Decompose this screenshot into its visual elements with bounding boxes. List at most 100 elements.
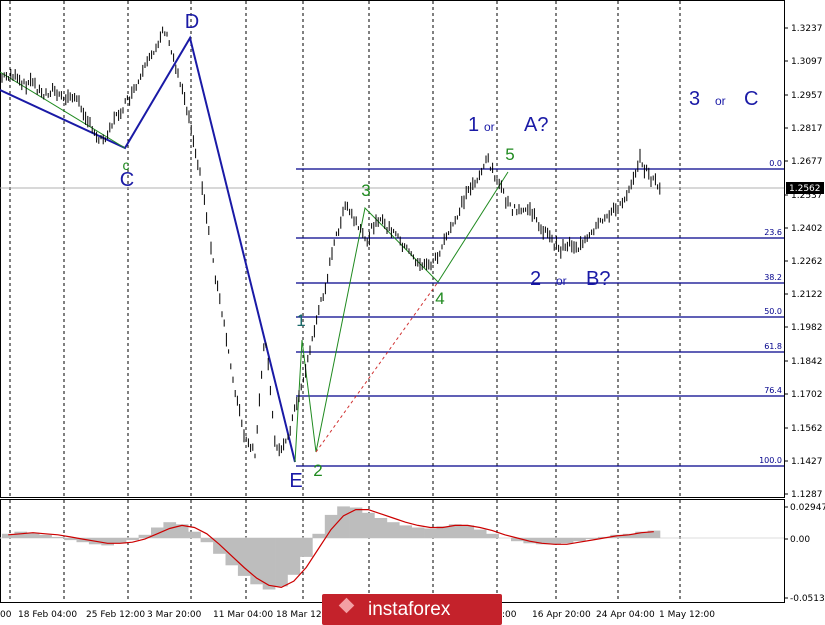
oscillator-axis: 0.02947 0.00 -0.05133 [784,503,825,604]
osc-tick-label: 0.02947 [790,503,825,513]
scenario-3-alt: C [744,88,758,110]
osc-bar [386,522,400,538]
osc-bar [138,534,152,538]
osc-tick-label: -0.05133 [790,594,825,604]
wave-line-blue [0,35,296,463]
logo-background [322,594,502,625]
price-tick-label: 1.2402 [791,224,823,234]
price-tick-label: 1.1287 [791,490,823,500]
wave-lines [0,35,509,463]
osc-bar [275,538,288,587]
osc-bar [163,522,177,538]
price-tick-label: 1.1842 [791,357,823,367]
time-tick-label-partial: :00 [502,610,517,620]
osc-bar [324,514,338,538]
time-tick-label: 18 Mar 12:00 [276,610,336,620]
osc-bar [200,538,214,543]
osc-bar [64,538,77,541]
osc-bar [337,506,350,538]
scenario-1-alt: A? [524,114,548,136]
time-tick-label: 3 Mar 20:00 [147,610,202,620]
osc-bar [237,538,251,576]
scenario-2-label: 2 [530,268,541,290]
osc-bar [362,512,375,538]
wave-label: D [185,11,199,33]
price-tick-label: 1.1702 [791,390,823,400]
current-price-bg [786,182,824,194]
time-tick-label: 16 Apr 20:00 [532,610,591,620]
osc-bar [101,538,114,546]
osc-bar [2,533,15,538]
osc-bar [560,538,574,544]
osc-bar [585,538,599,540]
osc-bar [622,533,636,538]
osc-bar [188,531,201,538]
current-price-label: 1.2562 [789,184,821,194]
scenario-2-alt: B? [586,268,610,290]
osc-bar [14,531,28,538]
scenario-3-or: or [715,94,726,108]
osc-bar [26,532,40,538]
scenario-label-1-or-a: 1 or A? [468,114,548,136]
price-tick-label: 1.1562 [791,424,823,434]
oscillator-frame [0,499,785,603]
scenario-1-label: 1 [468,114,479,136]
scenario-2-or: or [556,274,567,288]
osc-bar [287,538,301,575]
osc-bar [76,538,90,543]
osc-bar [486,533,499,538]
osc-bar [436,526,450,538]
price-tick-label: 1.3097 [791,57,823,67]
price-bars [1,26,661,459]
wave-channel-dashed [315,281,439,453]
wave-label: 4 [435,289,444,308]
osc-bar [374,518,388,538]
price-tick-label: 1.2677 [791,157,823,167]
scenario-label-3-or-c: 3 or C [689,88,758,110]
osc-bar [635,531,648,538]
osc-bar [647,530,661,538]
osc-bar [262,538,276,590]
osc-bar [411,527,425,538]
wave-label: c [123,157,130,173]
fib-label: 61.8 [764,342,782,351]
price-tick-label: 1.1427 [791,457,823,467]
time-axis: 00 18 Feb 04:00 25 Feb 12:00 3 Mar 20:00 11 … [0,610,715,620]
fib-label: 38.2 [764,273,782,282]
wave-labels: DcC E 1 2 3 4 5 [120,11,515,492]
fib-label: 23.6 [764,228,782,237]
price-tick-label: 1.3237 [791,24,823,34]
osc-bar [573,538,586,542]
wave-label: 2 [313,461,322,480]
wave-line-green-2 [294,171,509,463]
wave-label: 3 [361,181,370,200]
price-tick-label: 1.2817 [791,124,823,134]
time-tick-label: 00 [0,610,12,620]
osc-bar [51,536,65,538]
logo-text: instaforex [368,599,451,620]
price-tick-label: 1.2262 [791,257,823,267]
oscillator-histogram [2,506,661,590]
wave-label: E [289,470,302,492]
fib-label: 0.0 [769,159,782,168]
fibonacci-levels [296,168,784,467]
instaforex-logo: instaforex [322,594,502,625]
time-tick-label: 25 Feb 12:00 [86,610,145,620]
osc-bar [535,538,549,545]
oscillator-signal-line [8,509,654,589]
scenario-label-2-or-b: 2 or B? [530,268,610,290]
osc-bar [250,538,263,585]
osc-bar [349,507,363,538]
osc-bar [511,538,524,542]
time-tick-label: 18 Feb 04:00 [18,610,77,620]
time-tick-label: 11 Mar 04:00 [213,610,273,620]
osc-bar [424,528,437,538]
price-tick-label: 1.2122 [791,290,823,300]
scenario-1-or: or [484,120,495,134]
osc-tick-label: 0.00 [790,535,810,545]
price-axis: 1.3237 1.3097 1.2957 1.2817 1.2677 1.2537 1.24… [784,24,823,500]
osc-bar [175,524,189,538]
time-tick-label: 1 May 12:00 [659,610,715,620]
plot-frame [0,0,785,498]
